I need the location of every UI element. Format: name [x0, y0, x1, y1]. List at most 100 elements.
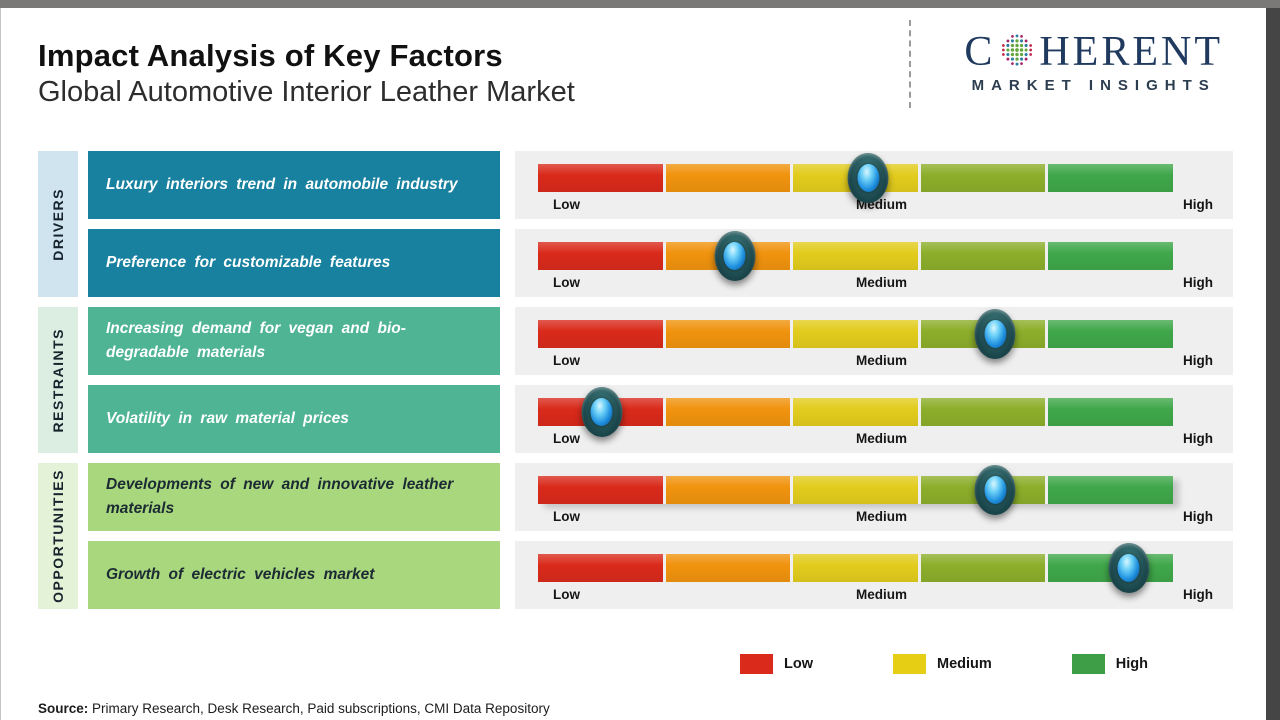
- impact-matrix: DRIVERS Luxury interiors trend in automob…: [38, 151, 1233, 609]
- scale-label-medium: Medium: [855, 431, 907, 446]
- impact-scale-bar: [538, 231, 1173, 281]
- scale-segment-5: [1048, 164, 1173, 192]
- impact-bar-panel: Low Medium High: [515, 229, 1233, 297]
- scale-label-medium: Medium: [855, 275, 907, 290]
- factor-label: Developments of new and innovative leath…: [106, 475, 454, 517]
- source-label: Source:: [38, 701, 89, 716]
- impact-marker[interactable]: [974, 309, 1016, 359]
- factor-label: Volatility in raw material prices: [106, 409, 349, 427]
- factor-label: Increasing demand for vegan and bio-degr…: [106, 319, 406, 361]
- scale-label-low: Low: [553, 509, 580, 524]
- scale-segment-3: [793, 554, 918, 582]
- scale-label-high: High: [1182, 431, 1213, 446]
- scale-segment-3: [793, 398, 918, 426]
- legend-label-medium: Medium: [937, 656, 992, 672]
- legend-item-high: High: [1071, 654, 1148, 674]
- scale-segment-4: [920, 164, 1046, 192]
- scale-segment-2: [665, 398, 791, 426]
- slide-content: Impact Analysis of Key Factors Global Au…: [0, 8, 1280, 720]
- scale-segment-1: [538, 164, 663, 192]
- legend: Low Medium High: [740, 653, 1233, 675]
- top-border-bar: [0, 0, 1280, 8]
- scale-label-medium: Medium: [855, 587, 907, 602]
- factor-label: Preference for customizable features: [106, 253, 391, 271]
- source-line: Source: Primary Research, Desk Research,…: [38, 701, 1233, 716]
- scale-label-high: High: [1182, 275, 1213, 290]
- scale-segment-1: [538, 554, 663, 582]
- impact-marker[interactable]: [714, 231, 756, 281]
- scale-segment-3: [793, 242, 918, 270]
- scale-segment-5: [1048, 476, 1173, 504]
- factor-label: Luxury interiors trend in automobile ind…: [106, 175, 458, 193]
- scale-segment-2: [665, 554, 791, 582]
- impact-marker-core: [984, 320, 1007, 348]
- brand-logo: C HERENT MARKET INSI: [964, 30, 1223, 94]
- legend-label-low: Low: [784, 656, 813, 672]
- impact-marker-core: [984, 476, 1007, 504]
- impact-bar-panel: Low Medium High: [515, 463, 1233, 531]
- scale-segment-1: [538, 476, 663, 504]
- impact-marker-core: [1117, 554, 1140, 582]
- scale-label-low: Low: [553, 587, 580, 602]
- group-label: RESTRAINTS: [50, 327, 66, 433]
- legend-item-medium: Medium: [893, 654, 992, 674]
- impact-marker[interactable]: [581, 387, 622, 437]
- scale-segment-5: [1048, 320, 1173, 348]
- dotted-globe-icon: [1002, 34, 1033, 66]
- scale-segment-2: [665, 476, 791, 504]
- impact-marker-core: [723, 242, 746, 270]
- impact-bar-panel: Low Medium High: [515, 385, 1233, 453]
- legend-label-high: High: [1115, 656, 1148, 672]
- scale-label-high: High: [1182, 509, 1213, 524]
- impact-scale-bar: [538, 309, 1173, 359]
- factor-label: Growth of electric vehicles market: [106, 565, 375, 583]
- legend-swatch-low: [740, 654, 773, 674]
- scale-segment-1: [538, 242, 663, 270]
- factor-box: Preference for customizable features: [88, 229, 500, 297]
- scale-segment-4: [920, 554, 1046, 582]
- brand-name-start: C: [964, 29, 996, 75]
- scale-label-low: Low: [553, 197, 580, 212]
- impact-bar-panel: Low Medium High: [515, 541, 1233, 609]
- impact-scale-bar: [538, 465, 1173, 515]
- group-label: DRIVERS: [50, 187, 66, 261]
- group-strip-opportunities: OPPORTUNITIES: [38, 463, 78, 609]
- scale-segment-4: [920, 398, 1046, 426]
- factor-box: Increasing demand for vegan and bio-degr…: [88, 307, 500, 375]
- page-subtitle: Global Automotive Interior Leather Marke…: [38, 76, 575, 108]
- scale-label-low: Low: [553, 353, 580, 368]
- source-text: Primary Research, Desk Research, Paid su…: [92, 701, 550, 716]
- right-border: [1266, 8, 1280, 720]
- scale-segment-2: [665, 320, 791, 348]
- impact-marker[interactable]: [847, 153, 889, 203]
- impact-scale-bar: [538, 387, 1173, 437]
- scale-label-low: Low: [553, 431, 580, 446]
- impact-scale-bar: [538, 543, 1173, 593]
- scale-label-high: High: [1182, 197, 1213, 212]
- impact-marker-core: [590, 398, 613, 426]
- brand-name-end: HERENT: [1039, 29, 1223, 75]
- group-strip-restraints: RESTRAINTS: [38, 307, 78, 453]
- legend-swatch-medium: [893, 654, 926, 674]
- header: Impact Analysis of Key Factors Global Au…: [38, 8, 1233, 143]
- scale-label-high: High: [1182, 353, 1213, 368]
- factor-box: Volatility in raw material prices: [88, 385, 500, 453]
- scale-segment-4: [920, 242, 1046, 270]
- scale-segment-2: [665, 164, 791, 192]
- scale-segment-3: [793, 476, 918, 504]
- impact-bar-panel: Low Medium High: [515, 151, 1233, 219]
- factor-box: Developments of new and innovative leath…: [88, 463, 500, 531]
- scale-segment-5: [1048, 242, 1173, 270]
- legend-swatch-high: [1071, 654, 1105, 674]
- page-title: Impact Analysis of Key Factors: [38, 38, 503, 73]
- factor-box: Luxury interiors trend in automobile ind…: [88, 151, 500, 219]
- header-separator: [909, 20, 911, 108]
- brand-name: C HERENT: [964, 30, 1223, 74]
- brand-tagline: MARKET INSIGHTS: [971, 77, 1216, 94]
- legend-item-low: Low: [740, 654, 813, 674]
- scale-label-low: Low: [553, 275, 580, 290]
- impact-marker[interactable]: [1108, 543, 1150, 593]
- scale-segment-3: [793, 320, 918, 348]
- impact-marker[interactable]: [974, 465, 1016, 515]
